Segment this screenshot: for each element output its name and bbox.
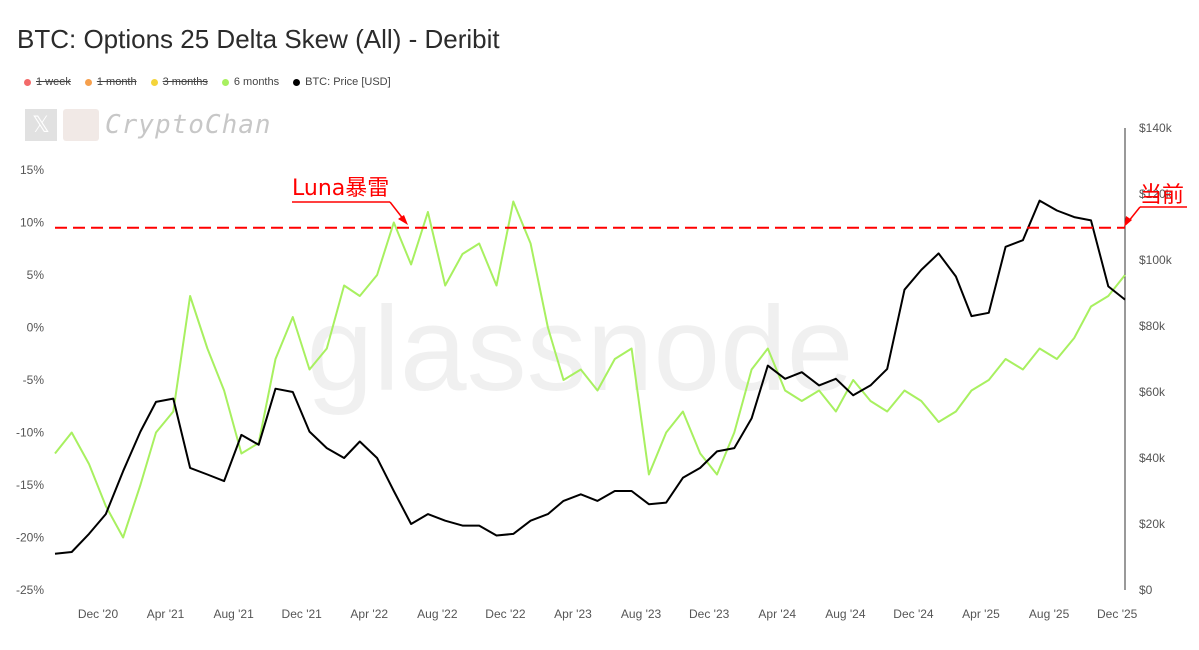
x-tick-label: Dec '23	[689, 607, 730, 621]
x-tick-label: Aug '21	[213, 607, 254, 621]
legend-item[interactable]: 1 month	[84, 76, 137, 88]
x-tick-label: Dec '25	[1097, 607, 1138, 621]
y-right-tick-label: $0	[1139, 583, 1153, 597]
x-tick-label: Aug '25	[1029, 607, 1070, 621]
chart-title: BTC: Options 25 Delta Skew (All) - Derib…	[17, 24, 500, 54]
y-right-tick-label: $40k	[1139, 451, 1166, 465]
y-left-tick-label: 5%	[27, 268, 45, 282]
x-tick-label: Aug '24	[825, 607, 866, 621]
x-tick-label: Aug '23	[621, 607, 662, 621]
legend: 1 week 1 month 3 months 6 months BTC: Price …	[24, 76, 391, 88]
y-right-tick-label: $60k	[1139, 385, 1166, 399]
x-tick-label: Dec '22	[485, 607, 526, 621]
watermark: 𝕏 CryptoChan	[25, 109, 272, 141]
x-tick-label: Dec '21	[282, 607, 323, 621]
y-left-tick-label: -25%	[16, 583, 44, 597]
legend-label: BTC: Price [USD]	[305, 76, 391, 88]
y-left-tick-label: -5%	[23, 373, 45, 387]
y-right-tick-label: $80k	[1139, 319, 1166, 333]
legend-item[interactable]: 3 months	[150, 76, 208, 88]
luna-arrowhead-icon	[398, 215, 408, 225]
legend-item[interactable]: BTC: Price [USD]	[293, 76, 391, 88]
glassnode-watermark: glassnode	[306, 282, 853, 416]
y-left-tick-label: -15%	[16, 478, 44, 492]
x-logo-icon: 𝕏	[25, 109, 57, 141]
current-arrowhead-icon	[1124, 216, 1132, 227]
y-left-tick-label: 10%	[20, 216, 44, 230]
y-left-tick-label: 15%	[20, 163, 44, 177]
y-left-tick-label: -20%	[16, 531, 44, 545]
y-right-tick-label: $100k	[1139, 253, 1173, 267]
legend-item[interactable]: 1 week	[24, 76, 71, 88]
x-tick-label: Dec '24	[893, 607, 934, 621]
x-tick-label: Apr '21	[147, 607, 185, 621]
legend-label: 3 months	[162, 76, 208, 88]
y-right-tick-label: $120k	[1139, 187, 1173, 201]
y-left-tick-label: -10%	[16, 426, 44, 440]
x-tick-label: Apr '22	[350, 607, 388, 621]
legend-label: 1 month	[96, 76, 137, 88]
x-tick-label: Apr '25	[962, 607, 1000, 621]
legend-item[interactable]: 6 months	[221, 76, 280, 88]
btc-price-line	[54, 199, 1126, 555]
legend-dot-icon	[24, 78, 31, 86]
watermark-name: CryptoChan	[105, 110, 272, 140]
legend-label: 1 week	[36, 76, 71, 88]
current-annotation: 当前	[1140, 183, 1184, 208]
avatar	[63, 109, 99, 141]
y-left-tick-label: 0%	[27, 321, 45, 335]
x-tick-label: Apr '24	[758, 607, 796, 621]
x-tick-label: Aug '22	[417, 607, 458, 621]
legend-dot-icon	[150, 78, 158, 86]
legend-dot-icon	[293, 78, 301, 86]
y-right-tick-label: $20k	[1139, 517, 1166, 531]
x-tick-label: Apr '23	[554, 607, 592, 621]
x-tick-label: Dec '20	[78, 607, 119, 621]
skew-6m-line	[54, 200, 1126, 539]
legend-dot-icon	[221, 78, 229, 86]
luna-annotation: Luna暴雷	[292, 176, 389, 201]
y-right-tick-label: $140k	[1139, 121, 1173, 135]
legend-dot-icon	[84, 78, 92, 86]
legend-label: 6 months	[233, 76, 280, 88]
